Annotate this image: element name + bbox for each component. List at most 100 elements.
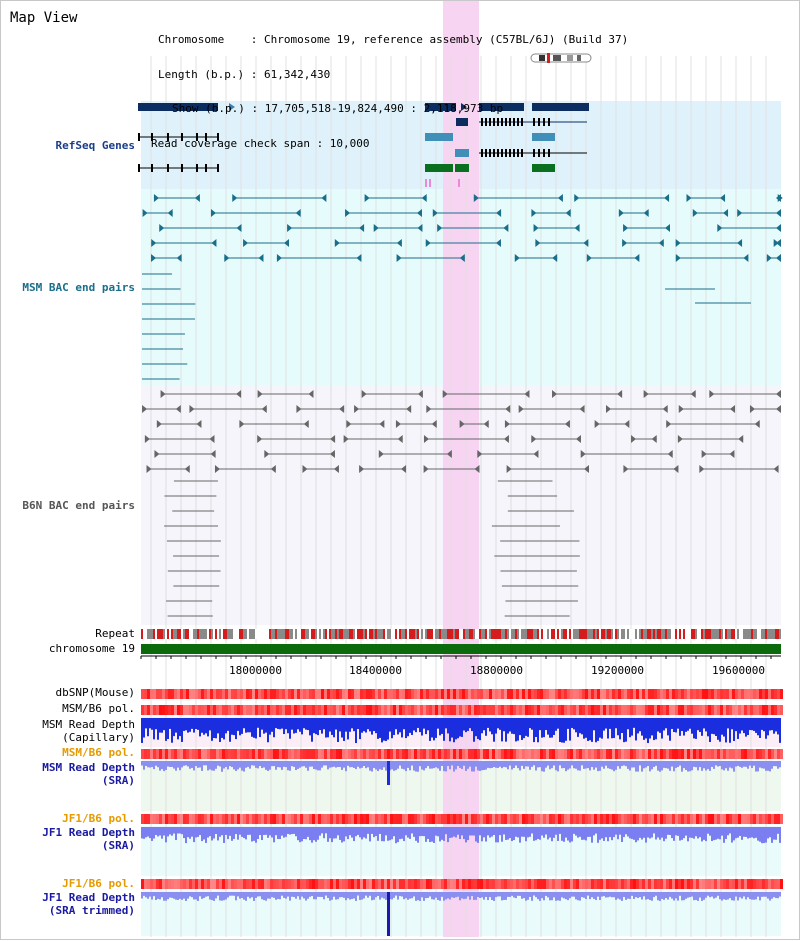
msm-read-cap-bar: [729, 718, 731, 743]
repeat-segment: [159, 629, 161, 639]
jf1-read-trim-bar: [181, 892, 183, 900]
msm-read-cap-bar: [697, 718, 699, 731]
jf1-read-sra-bar: [515, 827, 517, 837]
msm-read-cap-bar: [635, 718, 637, 741]
msm-b6-pol2-cell: [612, 749, 615, 759]
msm-read-cap-bar: [667, 718, 669, 736]
jf1-read-sra-bar: [351, 827, 353, 838]
dbsnp-cell: [654, 689, 657, 699]
repeat-segment: [323, 629, 325, 639]
repeat-segment: [147, 629, 149, 639]
jf1-read-trim-bar: [701, 892, 703, 901]
track-label-jf1-b6-pol: JF1/B6 pol.: [62, 812, 135, 825]
dbsnp-cell: [495, 689, 498, 699]
b6n-bac-pair-end: [302, 465, 308, 473]
repeat-segment: [221, 629, 223, 639]
dbsnp-cell: [600, 689, 603, 699]
msm-read-sra-bar: [249, 761, 251, 769]
jf1-read-sra-bar: [457, 827, 459, 835]
msm-bac-pair-end: [321, 194, 327, 202]
jf1-b6-pol2-cell: [570, 879, 573, 889]
jf1-read-trim-bar: [583, 892, 585, 898]
jf1-b6-pol-cell: [156, 814, 159, 824]
msm-read-cap-bar: [217, 718, 219, 734]
repeat-segment: [393, 629, 395, 639]
msm-b6-pol-cell: [699, 705, 702, 715]
jf1-read-trim-bar: [367, 892, 369, 898]
repeat-segment: [667, 629, 669, 639]
msm-b6-pol-cell: [687, 705, 690, 715]
msm-b6-pol-cell: [225, 705, 228, 715]
msm-read-cap-bar: [311, 718, 313, 742]
msm-read-cap-bar: [605, 718, 607, 729]
msm-read-sra-bar: [679, 761, 681, 766]
repeat-segment: [519, 629, 521, 639]
msm-read-sra-bar: [331, 761, 333, 768]
dbsnp-cell: [294, 689, 297, 699]
msm-b6-pol2-cell: [564, 749, 567, 759]
dbsnp-cell: [489, 689, 492, 699]
jf1-read-trim-bar: [445, 892, 447, 900]
dbsnp-cell: [450, 689, 453, 699]
ideogram-band: [577, 55, 581, 61]
msm-read-cap-bar: [331, 718, 333, 735]
jf1-b6-pol2-cell: [702, 879, 705, 889]
jf1-b6-pol-cell: [177, 814, 180, 824]
jf1-read-sra-bar: [771, 827, 773, 843]
jf1-read-sra-bar: [375, 827, 377, 837]
dbsnp-cell: [663, 689, 666, 699]
jf1-read-sra-bar: [267, 827, 269, 838]
jf1-b6-pol-cell: [285, 814, 288, 824]
msm-read-sra-bar: [225, 761, 227, 767]
jf1-read-trim-bar: [647, 892, 649, 900]
jf1-read-trim-bar: [227, 892, 229, 898]
msm-b6-pol-cell: [165, 705, 168, 715]
jf1-b6-pol2-cell: [699, 879, 702, 889]
jf1-read-trim-bar: [707, 892, 709, 896]
msm-b6-pol-cell: [270, 705, 273, 715]
msm-b6-pol2-cell: [348, 749, 351, 759]
jf1-read-sra-bar: [571, 827, 573, 842]
jf1-read-sra-bar: [685, 827, 687, 836]
repeat-segment: [163, 629, 165, 639]
gene-exon: [497, 118, 499, 126]
msm-read-cap-bar: [381, 718, 383, 743]
msm-read-cap-bar: [249, 718, 251, 733]
msm-b6-pol-cell: [255, 705, 258, 715]
msm-b6-pol-cell: [624, 705, 627, 715]
jf1-b6-pol-cell: [336, 814, 339, 824]
gene-exon: [481, 118, 483, 126]
repeat-segment: [621, 629, 623, 639]
jf1-b6-pol-cell: [480, 814, 483, 824]
msm-read-sra-bar: [421, 761, 423, 770]
jf1-read-trim-bar: [471, 892, 473, 897]
gene-exon: [538, 149, 540, 157]
jf1-b6-pol2-cell: [207, 879, 210, 889]
msm-read-sra-bar: [449, 761, 451, 770]
msm-read-cap-bar: [231, 718, 233, 735]
msm-b6-pol2-cell: [672, 749, 675, 759]
jf1-read-sra-bar: [679, 827, 681, 841]
dbsnp-cell: [246, 689, 249, 699]
msm-b6-pol-cell: [615, 705, 618, 715]
repeat-segment: [381, 629, 383, 639]
msm-b6-pol-cell: [201, 705, 204, 715]
dbsnp-cell: [603, 689, 606, 699]
msm-read-cap-bar: [431, 718, 433, 738]
jf1-b6-pol-cell: [381, 814, 384, 824]
jf1-read-trim-bar: [539, 892, 541, 901]
dbsnp-cell: [309, 689, 312, 699]
jf1-read-sra-bar: [561, 827, 563, 841]
jf1-read-trim-bar: [757, 892, 759, 897]
jf1-read-sra-bar: [683, 827, 685, 839]
msm-read-cap-bar: [577, 718, 579, 737]
jf1-b6-pol2-cell: [189, 879, 192, 889]
jf1-b6-pol-cell: [570, 814, 573, 824]
jf1-b6-pol-cell: [408, 814, 411, 824]
msm-read-cap-bar: [627, 718, 629, 730]
repeat-segment: [417, 629, 419, 639]
jf1-read-sra-bar: [405, 827, 407, 836]
msm-read-cap-bar: [225, 718, 227, 734]
msm-read-sra-bar: [337, 761, 339, 767]
